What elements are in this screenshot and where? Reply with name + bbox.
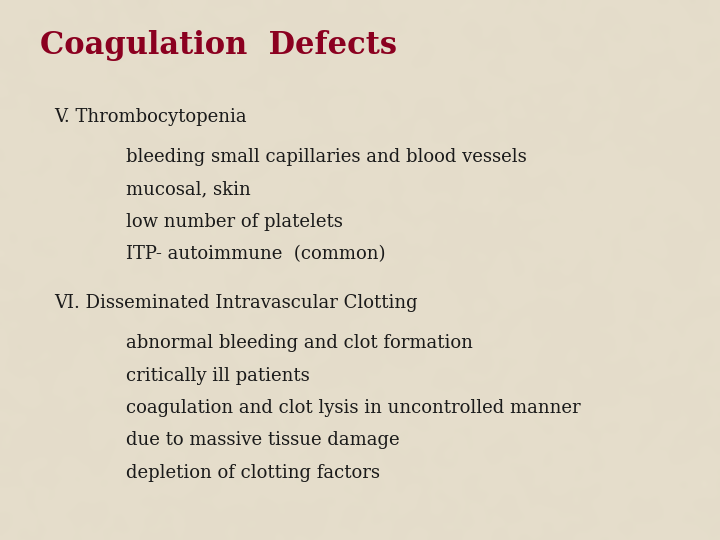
Text: coagulation and clot lysis in uncontrolled manner: coagulation and clot lysis in uncontroll…	[126, 399, 580, 417]
Text: low number of platelets: low number of platelets	[126, 213, 343, 231]
Text: bleeding small capillaries and blood vessels: bleeding small capillaries and blood ves…	[126, 148, 527, 166]
Text: critically ill patients: critically ill patients	[126, 367, 310, 384]
Text: abnormal bleeding and clot formation: abnormal bleeding and clot formation	[126, 334, 473, 352]
Text: ITP- autoimmune  (common): ITP- autoimmune (common)	[126, 245, 385, 263]
Text: Coagulation  Defects: Coagulation Defects	[40, 30, 397, 60]
Text: mucosal, skin: mucosal, skin	[126, 180, 251, 198]
Text: VI. Disseminated Intravascular Clotting: VI. Disseminated Intravascular Clotting	[54, 294, 418, 312]
Text: V. Thrombocytopenia: V. Thrombocytopenia	[54, 108, 247, 126]
Text: due to massive tissue damage: due to massive tissue damage	[126, 431, 400, 449]
Text: depletion of clotting factors: depletion of clotting factors	[126, 464, 380, 482]
